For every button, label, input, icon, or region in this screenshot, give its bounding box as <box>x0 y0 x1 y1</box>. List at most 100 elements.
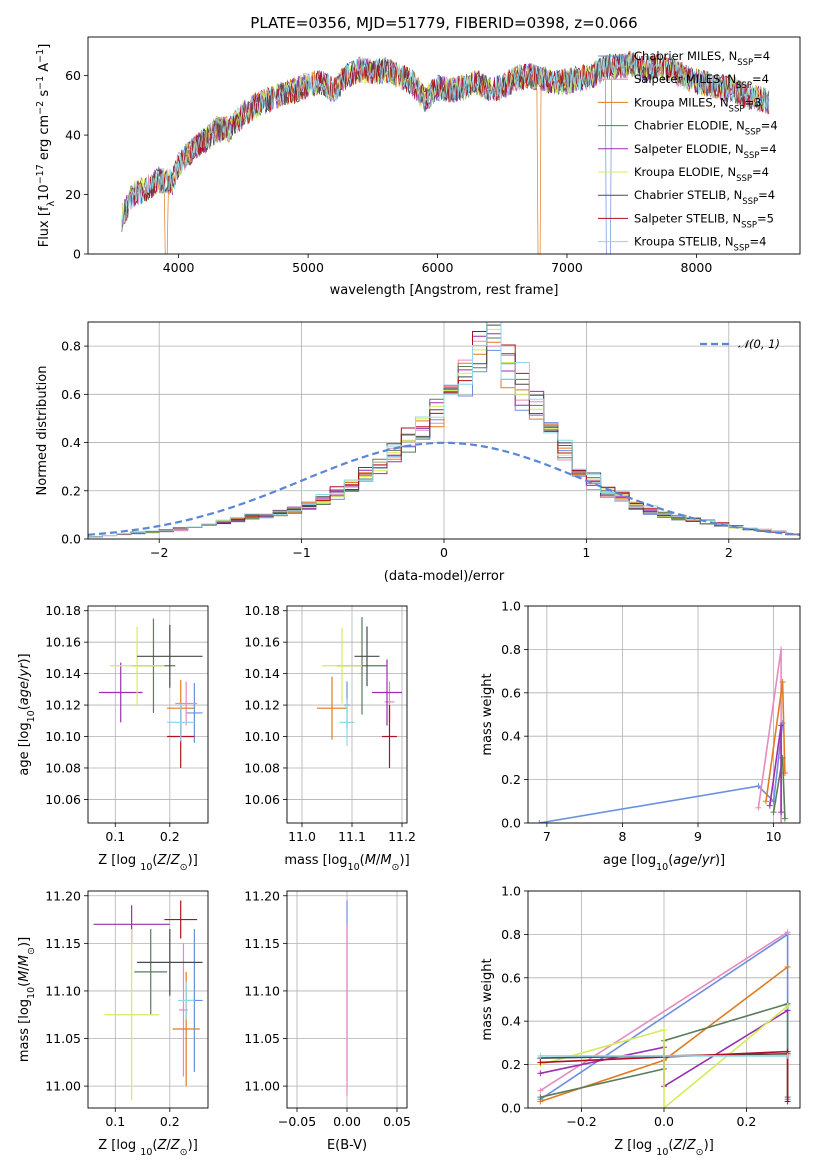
legend-text: Salpeter ELODIE, N <box>634 142 744 156</box>
tick-label-x: 6000 <box>422 260 454 275</box>
axes-frame <box>527 890 801 1109</box>
label-part: Flux [f <box>37 206 52 247</box>
label-part: ( <box>360 853 365 868</box>
x-axis-label: age [log10(age/yr)] <box>603 853 725 873</box>
tick-label-y: 40 <box>65 128 81 143</box>
tick-label-x: −2 <box>150 545 168 560</box>
x-axis-label: (data-model)/error <box>384 569 505 584</box>
tick-label-y: 60 <box>65 68 81 83</box>
label-part: ( <box>17 705 32 710</box>
label-part: Normed distribution <box>35 366 50 496</box>
label-part: ⊙ <box>180 862 188 873</box>
legend-count: =4 <box>752 72 769 86</box>
axes-residuals: −2 −1 0 1 2 0.0 0.2 0.4 0.6 0.8 𝒩(0, 1) (data-model… <box>35 321 801 584</box>
y-axis-label: mass [log10(M/M⊙)] <box>17 937 37 1062</box>
tick-label-x: 0.1 <box>105 1114 125 1129</box>
label-part: Z <box>156 1138 167 1153</box>
label-part: )] <box>188 1138 198 1153</box>
label-part: ( <box>152 853 157 868</box>
label-part: / <box>166 853 171 868</box>
label-part: 10 <box>37 184 52 201</box>
legend-count: =5 <box>757 211 774 225</box>
label-part: ( <box>17 982 32 987</box>
label-part: M <box>365 853 376 868</box>
tick-label-y: 11.15 <box>244 936 280 951</box>
tick-label-y: 1.0 <box>501 884 521 899</box>
legend-text: Salpeter STELIB, N <box>634 211 741 225</box>
legend-entry: Kroupa MILES, NSSP=3 <box>634 95 761 114</box>
plot-area <box>98 618 203 768</box>
tick-label-y: 10.14 <box>244 666 280 681</box>
tick-label-x: 0.1 <box>105 829 125 844</box>
label-part: Z <box>170 1138 181 1153</box>
label-part: ⊙ <box>180 1147 188 1158</box>
label-part: M <box>17 955 32 966</box>
plot-area <box>121 51 770 254</box>
label-part: −17 <box>35 164 46 184</box>
tick-label-y: 11.00 <box>45 1079 81 1094</box>
axes-frame <box>87 605 209 824</box>
tick-label-x: 4000 <box>163 260 195 275</box>
figure-title: PLATE=0356, MJD=51779, FIBERID=0398, z=0… <box>250 14 637 32</box>
legend-count: =4 <box>761 119 778 133</box>
tick-label-x: −0.2 <box>566 1114 596 1129</box>
tick-label-x: 11.1 <box>338 829 366 844</box>
tick-label-y: 10.16 <box>244 635 280 650</box>
label-part: )] <box>188 853 198 868</box>
tick-label-y: 11.05 <box>45 1031 81 1046</box>
label-part: age [log <box>603 853 656 868</box>
tick-label-x: 9 <box>694 829 702 844</box>
tick-label-x: 0.05 <box>383 1114 411 1129</box>
label-part: −1 <box>35 76 46 90</box>
tick-label-y: 0.2 <box>501 772 521 787</box>
axes-frame <box>286 890 408 1109</box>
x-axis-label: Z [log 10(Z/Z⊙)] <box>98 853 198 873</box>
tick-label-y: 0.6 <box>501 970 521 985</box>
tick-label-y: 1.0 <box>501 599 521 614</box>
legend-sub: SSP <box>736 81 752 91</box>
legend-entry: Salpeter MILES, NSSP=4 <box>634 72 769 91</box>
legend-text: Salpeter MILES, N <box>634 72 736 86</box>
label-part: ( <box>668 853 673 868</box>
tick-label-x: 0.0 <box>654 1114 674 1129</box>
label-part: Z [log <box>614 1138 656 1153</box>
axes-mass_vs_Z: 0.1 0.2 11.00 11.05 11.10 11.15 11.20 Z [log 10… <box>17 888 209 1158</box>
label-part: wavelength [Angstrom, rest frame] <box>330 283 559 298</box>
tick-label-y: 11.00 <box>244 1079 280 1094</box>
label-part: mass [log <box>284 853 347 868</box>
label-part: −1 <box>35 49 46 63</box>
label-part: 10 <box>140 862 152 873</box>
label-part: ⊙ <box>26 947 37 955</box>
tick-label-y: 10.12 <box>45 698 81 713</box>
legend-sub: SSP <box>737 58 753 68</box>
label-part: ] <box>37 44 52 49</box>
label-part: / <box>166 1138 171 1153</box>
tick-label-y: 11.10 <box>45 983 81 998</box>
tick-label-x: 8000 <box>681 260 713 275</box>
tick-label-y: 0.2 <box>61 483 81 498</box>
label-part: )] <box>704 1138 714 1153</box>
tick-label-x: 10 <box>766 829 782 844</box>
tick-label-x: 2 <box>725 545 733 560</box>
legend-text: Chabrier STELIB, N <box>634 188 742 202</box>
tick-label-y: 10.08 <box>244 760 280 775</box>
tick-label-y: 0.8 <box>61 339 81 354</box>
label-part: age [log <box>17 722 32 775</box>
label-part: ( <box>152 1138 157 1153</box>
legend-sub: SSP <box>741 220 757 230</box>
label-part: 10 <box>26 987 37 999</box>
tick-label-y: 11.20 <box>45 888 81 903</box>
spectrum-kroupa-stelib <box>121 53 770 232</box>
tick-label-x: 7000 <box>551 260 583 275</box>
legend-sub: SSP <box>729 104 745 114</box>
tick-label-x: 1 <box>582 545 590 560</box>
tick-label-y: 10.06 <box>244 792 280 807</box>
x-axis-label: Z [log 10(Z/Z⊙)] <box>98 1138 198 1158</box>
tick-label-y: 0.4 <box>501 1014 521 1029</box>
label-part: −2 <box>35 101 46 115</box>
axes-age_vs_Z: 0.1 0.2 10.06 10.08 10.10 10.12 10.14 10.16 10.1… <box>17 603 209 873</box>
label-part: (data-model)/error <box>384 569 505 584</box>
